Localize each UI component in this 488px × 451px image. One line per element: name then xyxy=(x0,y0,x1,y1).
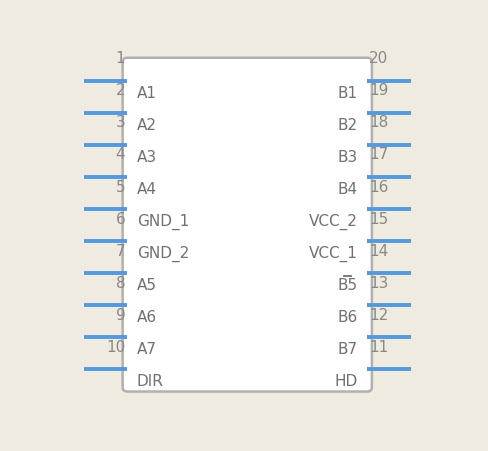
Text: 4: 4 xyxy=(116,147,125,162)
Text: 20: 20 xyxy=(369,51,388,66)
Text: A6: A6 xyxy=(137,309,157,324)
Text: A4: A4 xyxy=(137,181,157,196)
Text: 10: 10 xyxy=(106,339,125,354)
Text: 11: 11 xyxy=(369,339,388,354)
Text: 13: 13 xyxy=(369,275,388,290)
Text: 5: 5 xyxy=(116,179,125,194)
Text: A5: A5 xyxy=(137,277,157,292)
Text: 19: 19 xyxy=(369,83,388,98)
Text: 2: 2 xyxy=(116,83,125,98)
Text: B1: B1 xyxy=(338,85,358,100)
Text: B5: B5 xyxy=(338,277,358,292)
Text: B6: B6 xyxy=(338,309,358,324)
Text: A1: A1 xyxy=(137,85,157,100)
Text: DIR: DIR xyxy=(137,373,163,388)
Text: 3: 3 xyxy=(116,115,125,130)
Text: A2: A2 xyxy=(137,117,157,132)
Text: B2: B2 xyxy=(338,117,358,132)
Text: 18: 18 xyxy=(369,115,388,130)
Text: VCC_2: VCC_2 xyxy=(309,213,358,230)
Text: A3: A3 xyxy=(137,149,157,164)
Text: B4: B4 xyxy=(338,181,358,196)
Text: VCC_1: VCC_1 xyxy=(309,245,358,261)
Text: 8: 8 xyxy=(116,275,125,290)
Text: 12: 12 xyxy=(369,307,388,322)
Text: 6: 6 xyxy=(116,211,125,226)
Text: 9: 9 xyxy=(116,307,125,322)
FancyBboxPatch shape xyxy=(122,59,372,391)
Text: GND_2: GND_2 xyxy=(137,245,189,261)
Text: 14: 14 xyxy=(369,243,388,258)
Text: HD: HD xyxy=(335,373,358,388)
Text: 1: 1 xyxy=(116,51,125,66)
Text: B7: B7 xyxy=(338,341,358,356)
Text: 7: 7 xyxy=(116,243,125,258)
Text: 16: 16 xyxy=(369,179,388,194)
Text: GND_1: GND_1 xyxy=(137,213,189,230)
Text: 17: 17 xyxy=(369,147,388,162)
Text: B3: B3 xyxy=(338,149,358,164)
Text: A7: A7 xyxy=(137,341,157,356)
Text: 15: 15 xyxy=(369,211,388,226)
